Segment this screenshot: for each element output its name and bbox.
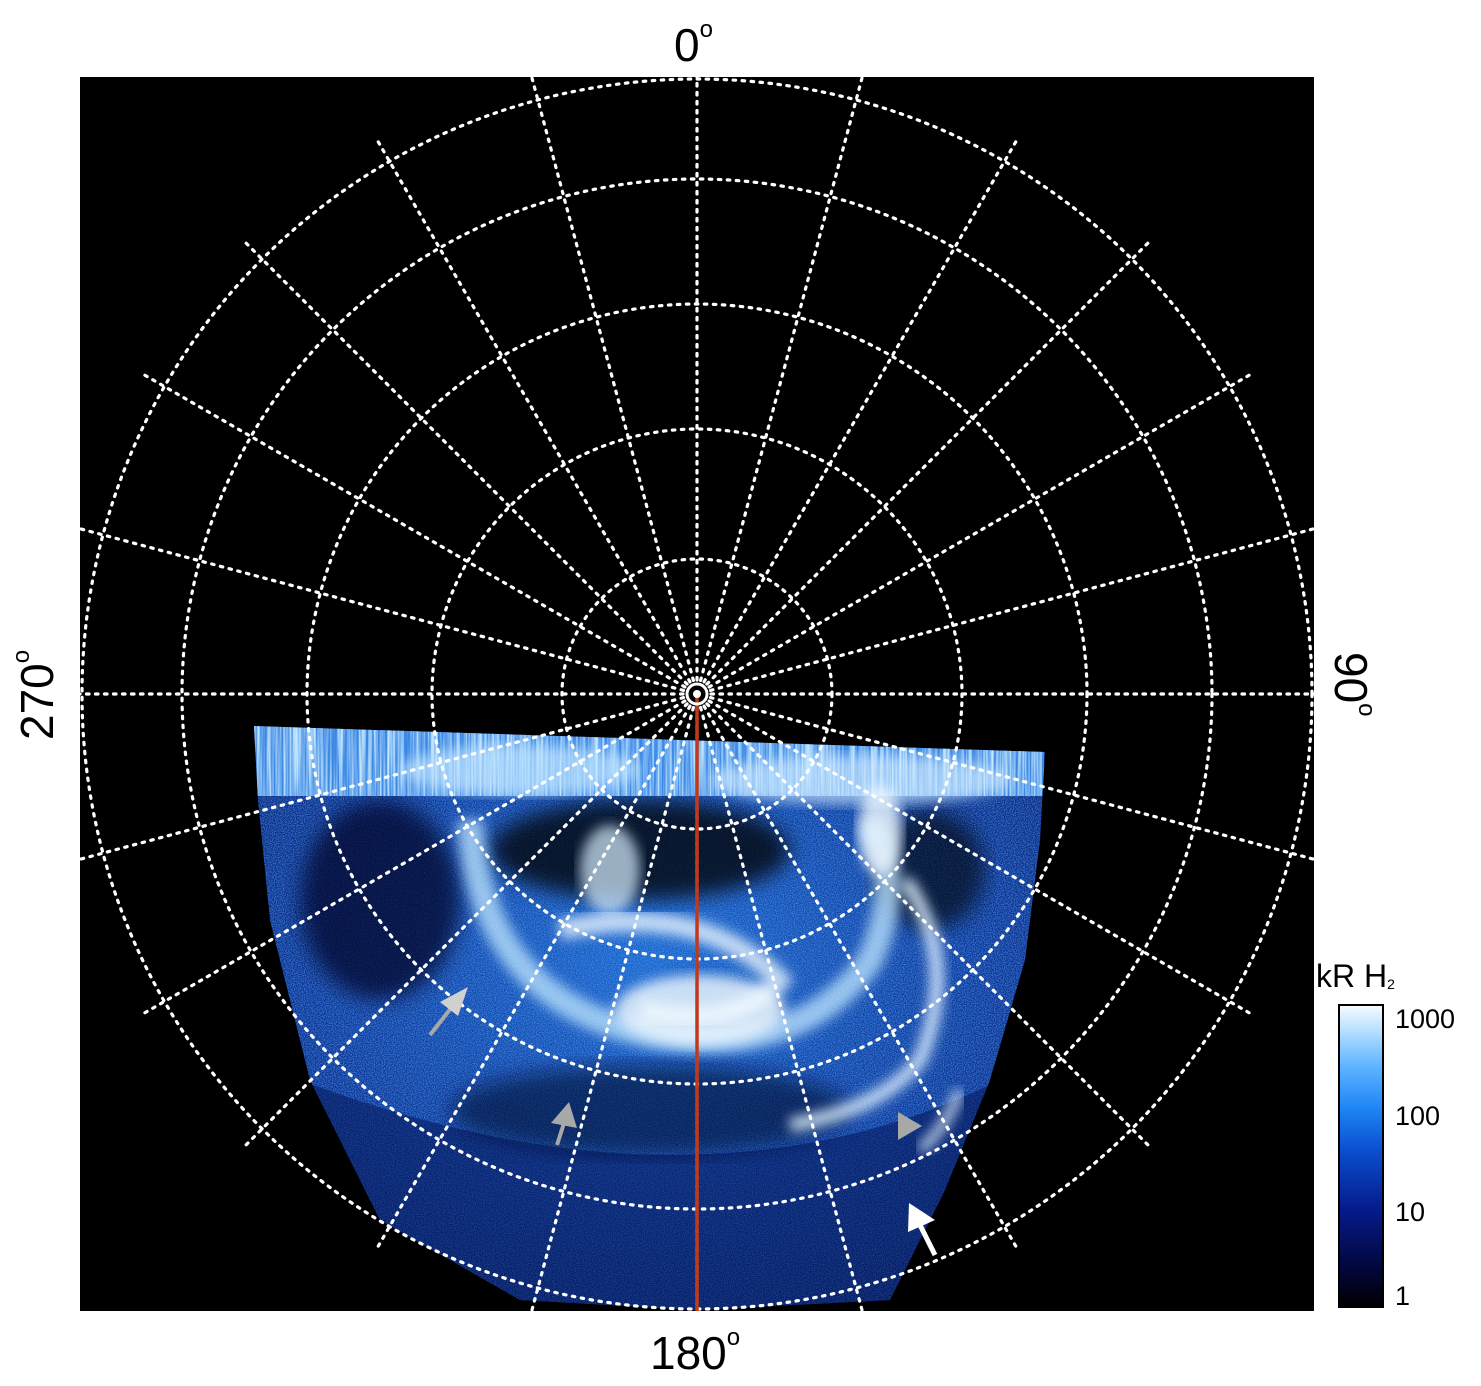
white-arrow xyxy=(908,1203,938,1257)
longitude-label-180: 180o xyxy=(650,1324,741,1379)
aurora-emission xyxy=(254,726,1045,1310)
meridian-line-150 xyxy=(702,704,1019,1250)
colorbar xyxy=(1338,1004,1384,1308)
meridian-line-345 xyxy=(530,77,696,683)
colorbar-title: kR H2 xyxy=(1316,958,1395,994)
colorbar-tick-1: 1 xyxy=(1395,1281,1411,1311)
meridian-line-210 xyxy=(375,704,692,1250)
pole-marker xyxy=(685,682,709,706)
colorbar-tick-100: 100 xyxy=(1395,1101,1441,1131)
meridian-line-105 xyxy=(708,695,1314,861)
meridian-line-15 xyxy=(698,77,864,683)
meridian-line-195 xyxy=(530,705,696,1311)
meridian-line-45 xyxy=(705,239,1152,686)
meridian-line-285 xyxy=(80,527,686,693)
meridian-line-60 xyxy=(707,372,1253,689)
meridian-line-135 xyxy=(705,702,1152,1149)
meridian-line-315 xyxy=(242,239,689,686)
meridian-line-255 xyxy=(80,695,686,861)
meridian-line-75 xyxy=(708,527,1314,693)
colorbar-tick-10: 10 xyxy=(1395,1197,1426,1227)
meridian-line-240 xyxy=(141,699,687,1016)
pole-dot xyxy=(693,690,701,698)
meridian-line-120 xyxy=(707,699,1253,1016)
gray-triangle-marker xyxy=(898,1112,922,1140)
longitude-label-270: 270o xyxy=(8,649,63,740)
meridian-line-330 xyxy=(375,138,692,684)
meridian-line-300 xyxy=(141,372,687,689)
colorbar-tick-1000: 1000 xyxy=(1395,1004,1456,1034)
gray-arrow-left xyxy=(428,987,468,1037)
meridian-line-225 xyxy=(242,702,689,1149)
longitude-label-90: 90o xyxy=(1325,652,1380,717)
longitude-label-0: 0o xyxy=(674,16,713,71)
meridian-line-165 xyxy=(698,705,864,1311)
meridian-line-30 xyxy=(702,138,1019,684)
gray-arrow-middle xyxy=(551,1102,577,1146)
